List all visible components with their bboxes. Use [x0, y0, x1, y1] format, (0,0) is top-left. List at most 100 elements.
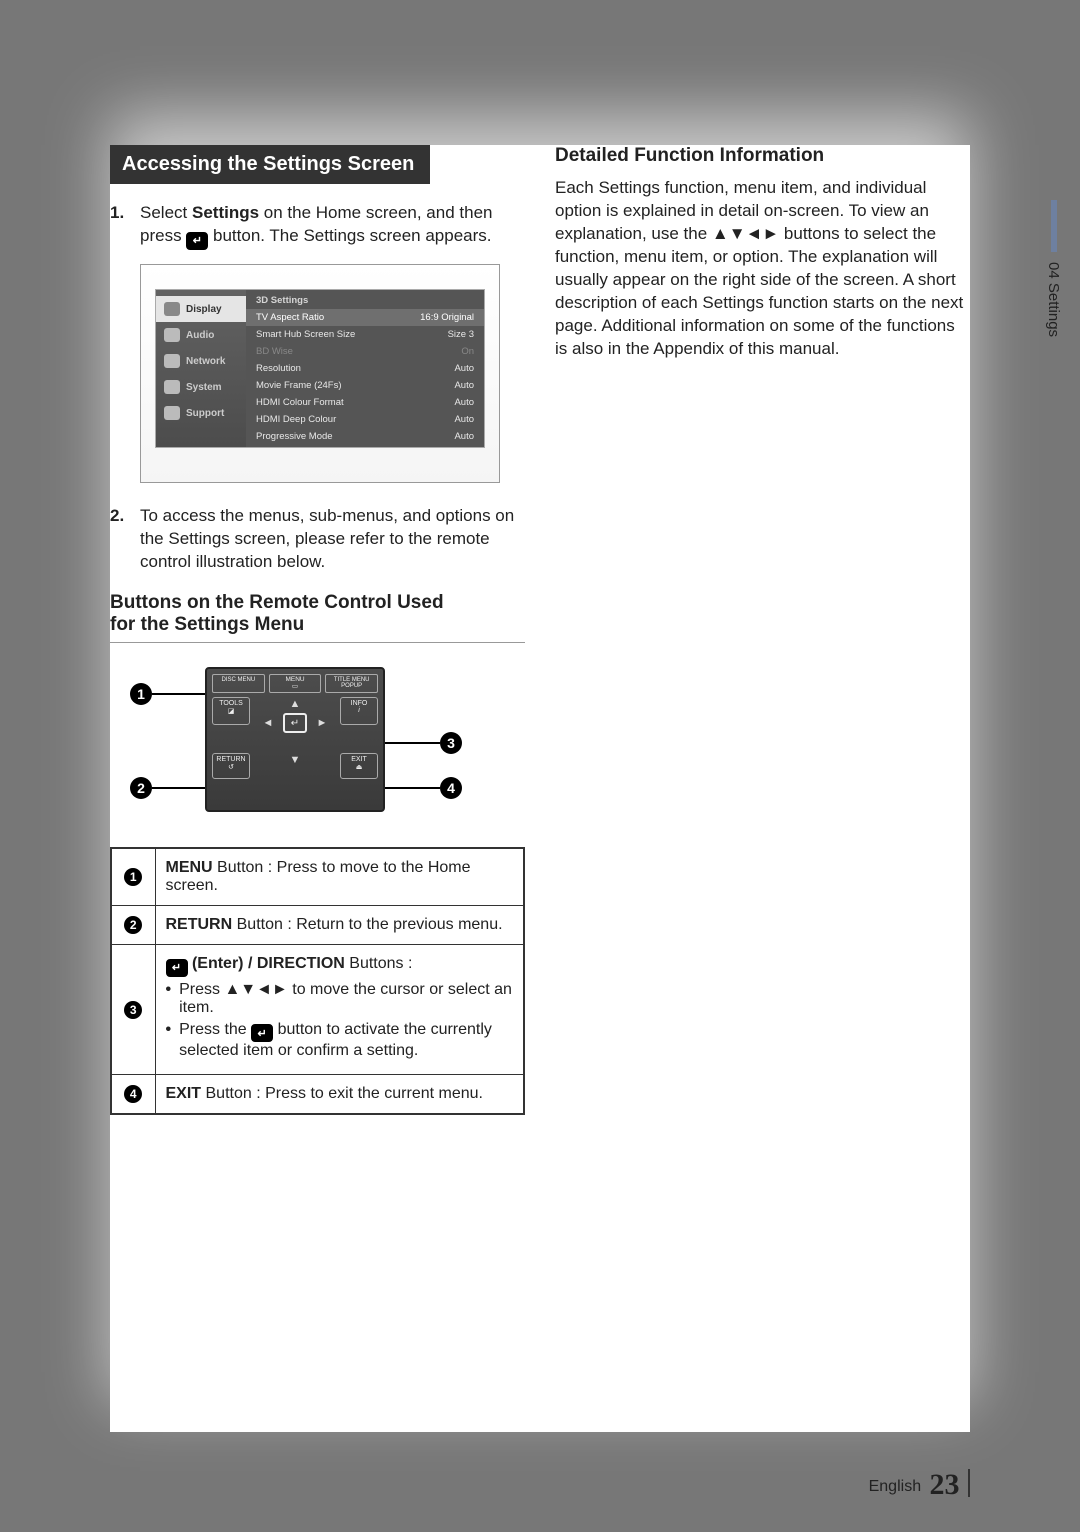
text: Press ▲▼◄► to move the cursor or select …: [179, 981, 513, 1017]
btn-name: MENU: [166, 859, 213, 876]
callout-3: 3: [440, 732, 462, 754]
settings-screen-illustration: Display Audio Network System Support 3D …: [140, 264, 500, 483]
step-body: To access the menus, sub-menus, and opti…: [140, 505, 525, 574]
value: Auto: [454, 431, 474, 442]
value: Auto: [454, 414, 474, 425]
desc-cell: EXIT Button : Press to exit the current …: [155, 1075, 524, 1115]
disc-menu-btn: DISC MENU: [212, 674, 265, 693]
remote-diagram: DISC MENU MENU▭ TITLE MENUPOPUP TOOLS◪ ▲…: [110, 657, 480, 827]
text: button. The Settings screen appears.: [208, 226, 491, 245]
step-1: 1. Select Settings on the Home screen, a…: [110, 202, 525, 250]
top-row: DISC MENU MENU▭ TITLE MENUPOPUP: [212, 674, 378, 693]
settings-sidebar: Display Audio Network System Support: [156, 290, 246, 447]
enter-icon: [186, 232, 208, 250]
step-number: 2.: [110, 505, 140, 574]
menu-btn: MENU▭: [269, 674, 322, 693]
desc-cell: RETURN Button : Return to the previous m…: [155, 906, 524, 945]
num: 4: [124, 1085, 142, 1103]
num-cell: 4: [111, 1075, 155, 1115]
btn-name: RETURN: [166, 916, 233, 933]
info-btn: INFOi: [340, 697, 378, 725]
tools-btn: TOOLS◪: [212, 697, 250, 725]
mid-row: TOOLS◪ ▲ ◄ ↵ ► INFOi: [212, 697, 378, 757]
detailed-info-heading: Detailed Function Information: [555, 145, 970, 167]
desc-cell: (Enter) / DIRECTION Buttons : Press ▲▼◄►…: [155, 945, 524, 1075]
sidebar-item-support: Support: [156, 400, 246, 426]
row-smart-hub: Smart Hub Screen Size Size 3: [246, 326, 484, 343]
bullet: Press the button to activate the current…: [166, 1021, 514, 1061]
num-cell: 2: [111, 906, 155, 945]
support-icon: [164, 406, 180, 420]
exit-btn: EXIT⏏: [340, 753, 378, 779]
right-column: Detailed Function Information Each Setti…: [555, 145, 970, 1115]
value: Auto: [454, 363, 474, 374]
sidebar-item-display: Display: [156, 296, 246, 322]
left-column: Accessing the Settings Screen 1. Select …: [110, 145, 525, 1115]
label: INFO: [351, 700, 368, 707]
step-number: 1.: [110, 202, 140, 250]
label: Resolution: [256, 363, 301, 374]
bottom-row: RETURN↺ ▼ EXIT⏏: [212, 753, 378, 779]
value: On: [461, 346, 474, 357]
label: System: [186, 382, 222, 393]
language-label: English: [869, 1478, 921, 1495]
step-2: 2. To access the menus, sub-menus, and o…: [110, 505, 525, 574]
value: Size 3: [448, 329, 474, 340]
label: Support: [186, 408, 224, 419]
label: Audio: [186, 330, 214, 341]
callout-2-line: [152, 787, 205, 789]
sidebar-item-system: System: [156, 374, 246, 400]
desc: Button : Return to the previous menu.: [232, 916, 502, 933]
table-row: 4 EXIT Button : Press to exit the curren…: [111, 1075, 524, 1115]
left-arrow-icon: ◄: [259, 716, 277, 730]
label: Smart Hub Screen Size: [256, 329, 355, 340]
down-arrow-icon: ▼: [286, 753, 304, 767]
label: RETURN: [216, 756, 245, 763]
table-row: 3 (Enter) / DIRECTION Buttons : Press ▲▼…: [111, 945, 524, 1075]
two-column-layout: Accessing the Settings Screen 1. Select …: [110, 145, 970, 1115]
num: 2: [124, 916, 142, 934]
settings-panel: Display Audio Network System Support 3D …: [155, 289, 485, 448]
side-tab: 04 Settings: [1045, 200, 1062, 337]
enter-btn: ↵: [283, 713, 307, 733]
settings-word: Settings: [192, 203, 259, 222]
label: TV Aspect Ratio: [256, 312, 324, 323]
down-wrap: ▼: [254, 753, 336, 779]
label: HDMI Colour Format: [256, 397, 344, 408]
dpad-mid: ◄ ↵ ►: [259, 713, 331, 733]
page-number: 23: [930, 1468, 960, 1501]
num-cell: 3: [111, 945, 155, 1075]
row-aspect: TV Aspect Ratio 16:9 Original: [246, 309, 484, 326]
row-hdmi-deep: HDMI Deep ColourAuto: [246, 411, 484, 428]
label: 3D Settings: [256, 295, 308, 306]
label2: POPUP: [341, 683, 362, 689]
callout-3-line: [385, 742, 440, 744]
table-row: 2 RETURN Button : Return to the previous…: [111, 906, 524, 945]
text: Press the button to activate the current…: [179, 1021, 513, 1061]
num-cell: 1: [111, 848, 155, 906]
value: Auto: [454, 380, 474, 391]
btn-name: (Enter) / DIRECTION: [188, 955, 345, 972]
title-menu-btn: TITLE MENUPOPUP: [325, 674, 378, 693]
network-icon: [164, 354, 180, 368]
display-icon: [164, 302, 180, 316]
settings-main: 3D Settings TV Aspect Ratio 16:9 Original…: [246, 290, 484, 447]
audio-icon: [164, 328, 180, 342]
t1: Press the: [179, 1021, 251, 1038]
callout-1-line: [152, 693, 205, 695]
line1: Buttons on the Remote Control Used: [110, 592, 525, 614]
row-3d: 3D Settings: [246, 292, 484, 309]
dpad: ▲ ◄ ↵ ►: [254, 697, 336, 733]
desc: Button : Press to exit the current menu.: [201, 1085, 483, 1102]
row-resolution: Resolution Auto: [246, 360, 484, 377]
desc: Buttons :: [345, 955, 413, 972]
label: Movie Frame (24Fs): [256, 380, 342, 391]
line2: for the Settings Menu: [110, 614, 525, 636]
value: 16:9 Original: [420, 312, 474, 323]
side-tab-text: 04 Settings: [1045, 262, 1062, 337]
label: BD Wise: [256, 346, 293, 357]
return-btn: RETURN↺: [212, 753, 250, 779]
line: (Enter) / DIRECTION Buttons :: [166, 955, 514, 977]
page: Accessing the Settings Screen 1. Select …: [110, 145, 970, 1432]
num: 3: [124, 1001, 142, 1019]
